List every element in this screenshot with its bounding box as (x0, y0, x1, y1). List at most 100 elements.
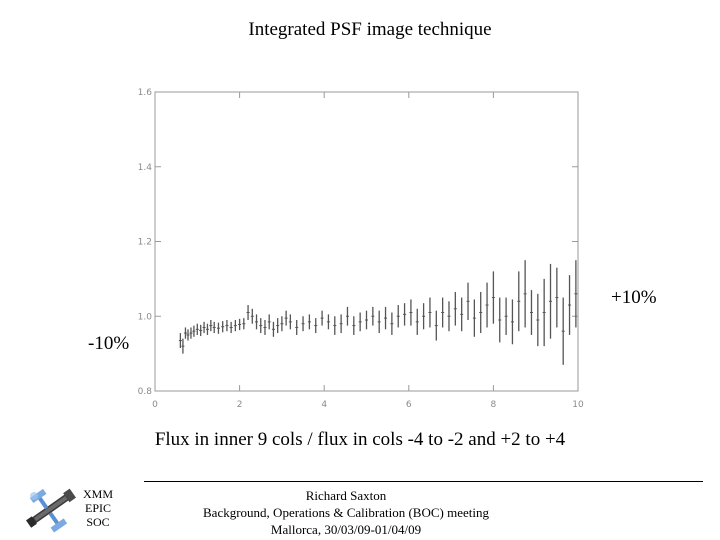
data-point (384, 306, 388, 330)
meeting-name: Background, Operations & Calibration (BO… (203, 505, 489, 520)
data-point (358, 312, 362, 332)
data-point (377, 310, 381, 334)
data-point (186, 329, 190, 341)
data-point (390, 312, 394, 335)
data-point (276, 318, 280, 334)
data-point (326, 314, 330, 330)
data-point (199, 324, 203, 337)
data-point (568, 275, 572, 335)
x-tick-label: 4 (321, 400, 327, 410)
data-point (441, 297, 445, 328)
x-tick-label: 8 (491, 400, 497, 410)
data-point (555, 267, 559, 328)
data-point (178, 333, 182, 349)
data-point (352, 316, 356, 335)
data-point (284, 310, 288, 326)
data-point (365, 310, 368, 330)
data-point (259, 318, 263, 334)
data-point (233, 319, 237, 332)
data-point (371, 306, 375, 326)
data-point (216, 322, 220, 334)
data-point (561, 297, 565, 365)
data-point (491, 271, 495, 324)
data-point (320, 310, 324, 326)
org-line-xmm: XMM (82, 487, 113, 501)
x-tick-label: 6 (406, 400, 412, 410)
data-point (250, 308, 254, 324)
org-line-soc: SOC (86, 515, 110, 529)
plot-frame (154, 91, 579, 392)
data-point (280, 316, 284, 332)
data-point (307, 314, 311, 330)
x-tick-label: 10 (572, 400, 584, 410)
data-point (263, 319, 267, 335)
data-point (242, 318, 246, 330)
footer-divider (144, 481, 703, 482)
data-point (333, 316, 337, 335)
data-point (510, 299, 514, 345)
errorbar-series (178, 260, 578, 365)
plot-axes: 0 2 4 6 8 10 0.8 1.0 1.2 1.4 1.6 (138, 88, 584, 410)
data-point (339, 314, 343, 334)
author-name: Richard Saxton (305, 488, 387, 503)
data-point (422, 303, 426, 330)
slide-title: Integrated PSF image technique (248, 19, 492, 40)
data-point (529, 290, 533, 335)
data-point (225, 319, 229, 332)
org-label: XMM EPIC SOC (72, 487, 124, 529)
data-point (574, 260, 578, 328)
data-point (472, 299, 476, 337)
y-tick-label: 1.0 (138, 312, 153, 322)
data-point (181, 338, 185, 354)
data-point (409, 299, 413, 326)
minus-ten-percent-label: -10% (88, 333, 130, 354)
data-point (202, 321, 206, 334)
data-point (466, 282, 470, 320)
data-point (345, 306, 349, 326)
data-point (434, 310, 438, 341)
data-point (295, 319, 299, 335)
data-point (542, 278, 546, 347)
data-point (205, 323, 209, 335)
data-point (189, 327, 193, 339)
data-point (460, 297, 464, 332)
data-point (415, 308, 419, 335)
data-point (221, 321, 225, 333)
data-point (523, 260, 527, 328)
data-point (314, 318, 318, 334)
x-tick-label: 2 (237, 400, 243, 410)
data-point (403, 303, 407, 326)
y-tick-label: 0.8 (138, 387, 153, 397)
plus-ten-percent-label: +10% (611, 287, 657, 308)
data-point (396, 305, 400, 328)
data-point (271, 321, 275, 337)
data-point (447, 301, 451, 332)
data-point (428, 297, 432, 328)
data-point (246, 305, 250, 320)
data-point (195, 323, 199, 335)
data-point (212, 321, 216, 334)
data-point (288, 314, 292, 330)
chart-caption: Flux in inner 9 cols / flux in cols -4 t… (154, 429, 566, 450)
data-point (209, 319, 213, 332)
data-point (301, 316, 305, 332)
data-point (504, 297, 508, 335)
data-point (267, 314, 271, 330)
data-point (517, 271, 521, 332)
satellite-logo-icon (26, 488, 76, 533)
y-tick-label: 1.4 (138, 163, 153, 173)
footer-info: Richard Saxton Background, Operations & … (190, 487, 502, 538)
data-point (485, 282, 489, 328)
data-point (479, 291, 483, 334)
data-point (255, 314, 259, 330)
data-point (549, 263, 553, 339)
data-point (183, 327, 187, 339)
org-line-epic: EPIC (84, 501, 111, 515)
data-point (238, 318, 242, 331)
data-point (453, 291, 457, 326)
x-tick-label: 0 (152, 400, 158, 410)
y-tick-label: 1.6 (138, 88, 153, 98)
y-tick-label: 1.2 (138, 238, 152, 248)
data-point (229, 321, 233, 334)
